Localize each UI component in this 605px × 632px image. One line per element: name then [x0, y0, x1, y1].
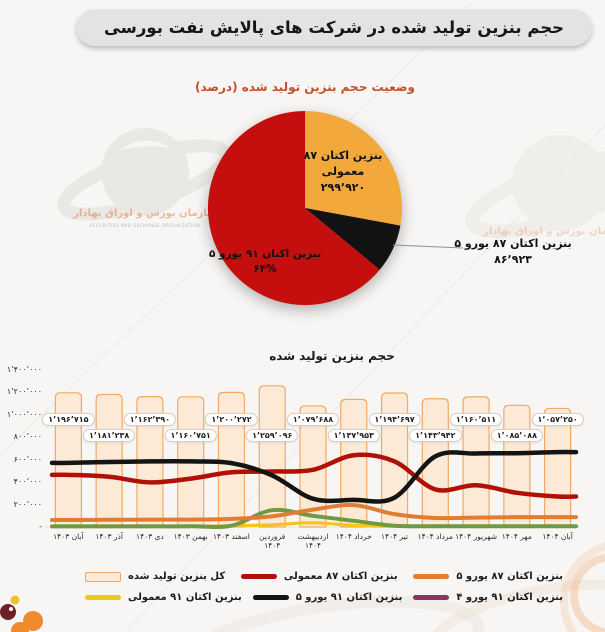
pie-callout-leader-line — [392, 244, 464, 249]
total-bar — [217, 391, 246, 528]
line-series — [49, 449, 579, 504]
orange-swirl-watermark — [560, 542, 605, 632]
pie-slice — [207, 110, 380, 305]
bottom-watermark-ring — [175, 595, 485, 632]
total-bar — [503, 404, 531, 528]
seo-logo-watermark-right — [465, 135, 605, 239]
line-series — [49, 452, 579, 500]
watermark-text-fa-left: سازمان بورس و اوراق بهادار — [73, 208, 217, 219]
watermark-text-fa-right: سازمان بورس و اوراق بهادار — [483, 226, 605, 237]
line-series — [50, 507, 578, 530]
bottom-watermark-ring — [427, 579, 605, 632]
orange-swirl-watermark — [570, 553, 605, 632]
pie-chart — [207, 110, 403, 305]
watermark-text-en-left: SECURITIES AND EXCHANGE ORGANIZATION — [89, 223, 201, 228]
diagonal-line — [124, 124, 605, 632]
pie-slice — [305, 111, 403, 226]
pie-slice — [305, 208, 401, 270]
total-bars — [54, 385, 572, 528]
corner-logo — [0, 595, 43, 632]
total-bar — [544, 407, 572, 528]
total-bar — [462, 396, 490, 528]
total-bar — [54, 392, 82, 528]
total-bar — [258, 385, 286, 528]
line-series — [50, 503, 578, 523]
